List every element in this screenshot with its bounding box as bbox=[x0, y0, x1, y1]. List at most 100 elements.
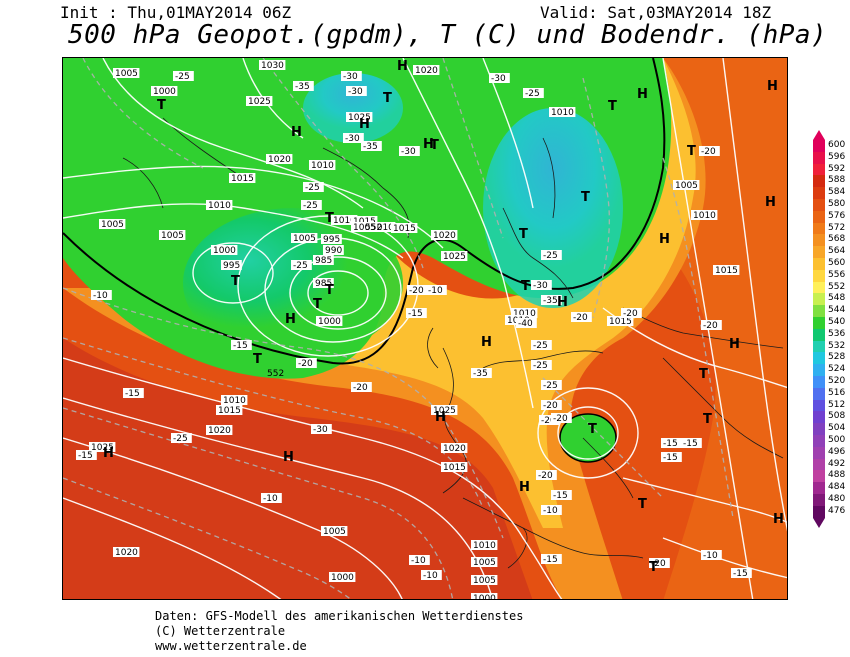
legend-swatch bbox=[813, 305, 825, 317]
temperature-label: -20 bbox=[701, 320, 722, 331]
svg-text:-10: -10 bbox=[93, 291, 108, 301]
svg-text:-20: -20 bbox=[543, 401, 558, 411]
legend-bottom-arrow bbox=[813, 518, 825, 528]
legend-swatch bbox=[813, 282, 825, 294]
svg-text:-20: -20 bbox=[409, 286, 424, 296]
legend-value: 544 bbox=[828, 305, 845, 316]
legend-top-arrow bbox=[813, 130, 825, 140]
legend-swatch bbox=[813, 234, 825, 246]
svg-text:1005: 1005 bbox=[115, 69, 138, 79]
weather-map: 1005103010201000102510201025101010151010… bbox=[62, 57, 788, 600]
svg-text:1015: 1015 bbox=[715, 266, 738, 276]
pressure-label: 1005 bbox=[291, 233, 317, 244]
svg-text:1000: 1000 bbox=[213, 246, 236, 256]
svg-text:-25: -25 bbox=[293, 261, 308, 271]
contour-552-label-1: 552 bbox=[365, 223, 382, 233]
svg-text:990: 990 bbox=[325, 246, 342, 256]
legend-swatch bbox=[813, 211, 825, 223]
zone-polar-low bbox=[303, 73, 403, 143]
high-pressure-marker: H bbox=[729, 337, 740, 352]
legend-value: 572 bbox=[828, 223, 845, 234]
low-pressure-marker: T bbox=[638, 497, 647, 512]
legend-value: 476 bbox=[828, 506, 845, 517]
svg-text:-25: -25 bbox=[533, 341, 548, 351]
legend-value: 560 bbox=[828, 258, 845, 269]
temperature-label: -30 bbox=[399, 146, 420, 157]
pressure-label: 1005 bbox=[99, 219, 125, 230]
temperature-label: -30 bbox=[343, 133, 364, 144]
legend-value: 484 bbox=[828, 482, 845, 493]
svg-text:1005: 1005 bbox=[293, 234, 316, 244]
legend-value: 500 bbox=[828, 435, 845, 446]
legend-value: 488 bbox=[828, 470, 845, 481]
temperature-label: -30 bbox=[311, 424, 332, 435]
temperature-label: -15 bbox=[76, 450, 97, 461]
svg-text:1020: 1020 bbox=[268, 155, 291, 165]
svg-text:-30: -30 bbox=[491, 74, 506, 84]
svg-text:1000: 1000 bbox=[473, 594, 496, 600]
svg-text:1010: 1010 bbox=[693, 211, 716, 221]
pressure-label: 1005 bbox=[159, 230, 185, 241]
svg-text:-30: -30 bbox=[343, 72, 358, 82]
high-pressure-marker: H bbox=[481, 335, 492, 350]
svg-text:1005: 1005 bbox=[675, 181, 698, 191]
svg-text:1020: 1020 bbox=[208, 426, 231, 436]
svg-text:-15: -15 bbox=[78, 451, 93, 461]
svg-text:1010: 1010 bbox=[473, 541, 496, 551]
high-pressure-marker: H bbox=[435, 410, 446, 425]
pressure-label: 1030 bbox=[259, 60, 285, 71]
legend-swatch bbox=[813, 329, 825, 341]
temperature-label: -20 bbox=[407, 285, 428, 296]
svg-text:-20: -20 bbox=[573, 313, 588, 323]
contour-552-label-2: 552 bbox=[267, 369, 284, 379]
low-pressure-marker: T bbox=[649, 560, 658, 575]
temperature-label: -30 bbox=[341, 71, 362, 82]
legend-swatch bbox=[813, 411, 825, 423]
svg-text:-30: -30 bbox=[401, 147, 416, 157]
low-pressure-marker: T bbox=[313, 297, 322, 312]
pressure-label: 985 bbox=[313, 255, 334, 266]
svg-text:1015: 1015 bbox=[231, 174, 254, 184]
pressure-label: 1010 bbox=[471, 540, 497, 551]
svg-text:-20: -20 bbox=[553, 414, 568, 424]
svg-text:-10: -10 bbox=[428, 286, 443, 296]
svg-text:1020: 1020 bbox=[433, 231, 456, 241]
svg-text:-25: -25 bbox=[543, 381, 558, 391]
legend-swatch bbox=[813, 447, 825, 459]
temperature-label: -10 bbox=[541, 505, 562, 516]
svg-text:1005: 1005 bbox=[101, 220, 124, 230]
legend-value: 552 bbox=[828, 282, 845, 293]
pressure-label: 1005 bbox=[673, 180, 699, 191]
pressure-label: 995 bbox=[221, 260, 242, 271]
pressure-label: 1015 bbox=[229, 173, 255, 184]
svg-text:1020: 1020 bbox=[443, 444, 466, 454]
svg-text:-15: -15 bbox=[553, 491, 568, 501]
svg-text:1000: 1000 bbox=[318, 317, 341, 327]
footer: Daten: GFS-Modell des amerikanischen Wet… bbox=[155, 609, 523, 654]
svg-text:-20: -20 bbox=[298, 359, 313, 369]
legend-value: 524 bbox=[828, 364, 845, 375]
temperature-label: -20 bbox=[621, 308, 642, 319]
pressure-label: 1010 bbox=[221, 395, 247, 406]
svg-text:-35: -35 bbox=[473, 369, 488, 379]
pressure-label: 1025 bbox=[246, 96, 272, 107]
low-pressure-marker: T bbox=[430, 138, 439, 153]
svg-text:-15: -15 bbox=[125, 389, 140, 399]
svg-text:995: 995 bbox=[323, 235, 340, 245]
map-canvas: 1005103010201000102510201025101010151010… bbox=[63, 58, 788, 600]
svg-text:-30: -30 bbox=[348, 87, 363, 97]
svg-text:1000: 1000 bbox=[331, 573, 354, 583]
svg-text:985: 985 bbox=[315, 256, 332, 266]
svg-text:1015: 1015 bbox=[443, 463, 466, 473]
temperature-label: -10 bbox=[701, 550, 722, 561]
high-pressure-marker: H bbox=[637, 87, 648, 102]
high-pressure-marker: H bbox=[291, 125, 302, 140]
legend-value: 600 bbox=[828, 140, 845, 151]
svg-text:-15: -15 bbox=[408, 309, 423, 319]
footer-copyright: (C) Wetterzentrale bbox=[155, 624, 523, 639]
svg-text:1010: 1010 bbox=[208, 201, 231, 211]
legend-swatch bbox=[813, 506, 825, 518]
legend-swatch bbox=[813, 199, 825, 211]
legend-value: 580 bbox=[828, 199, 845, 210]
legend-value: 504 bbox=[828, 423, 845, 434]
